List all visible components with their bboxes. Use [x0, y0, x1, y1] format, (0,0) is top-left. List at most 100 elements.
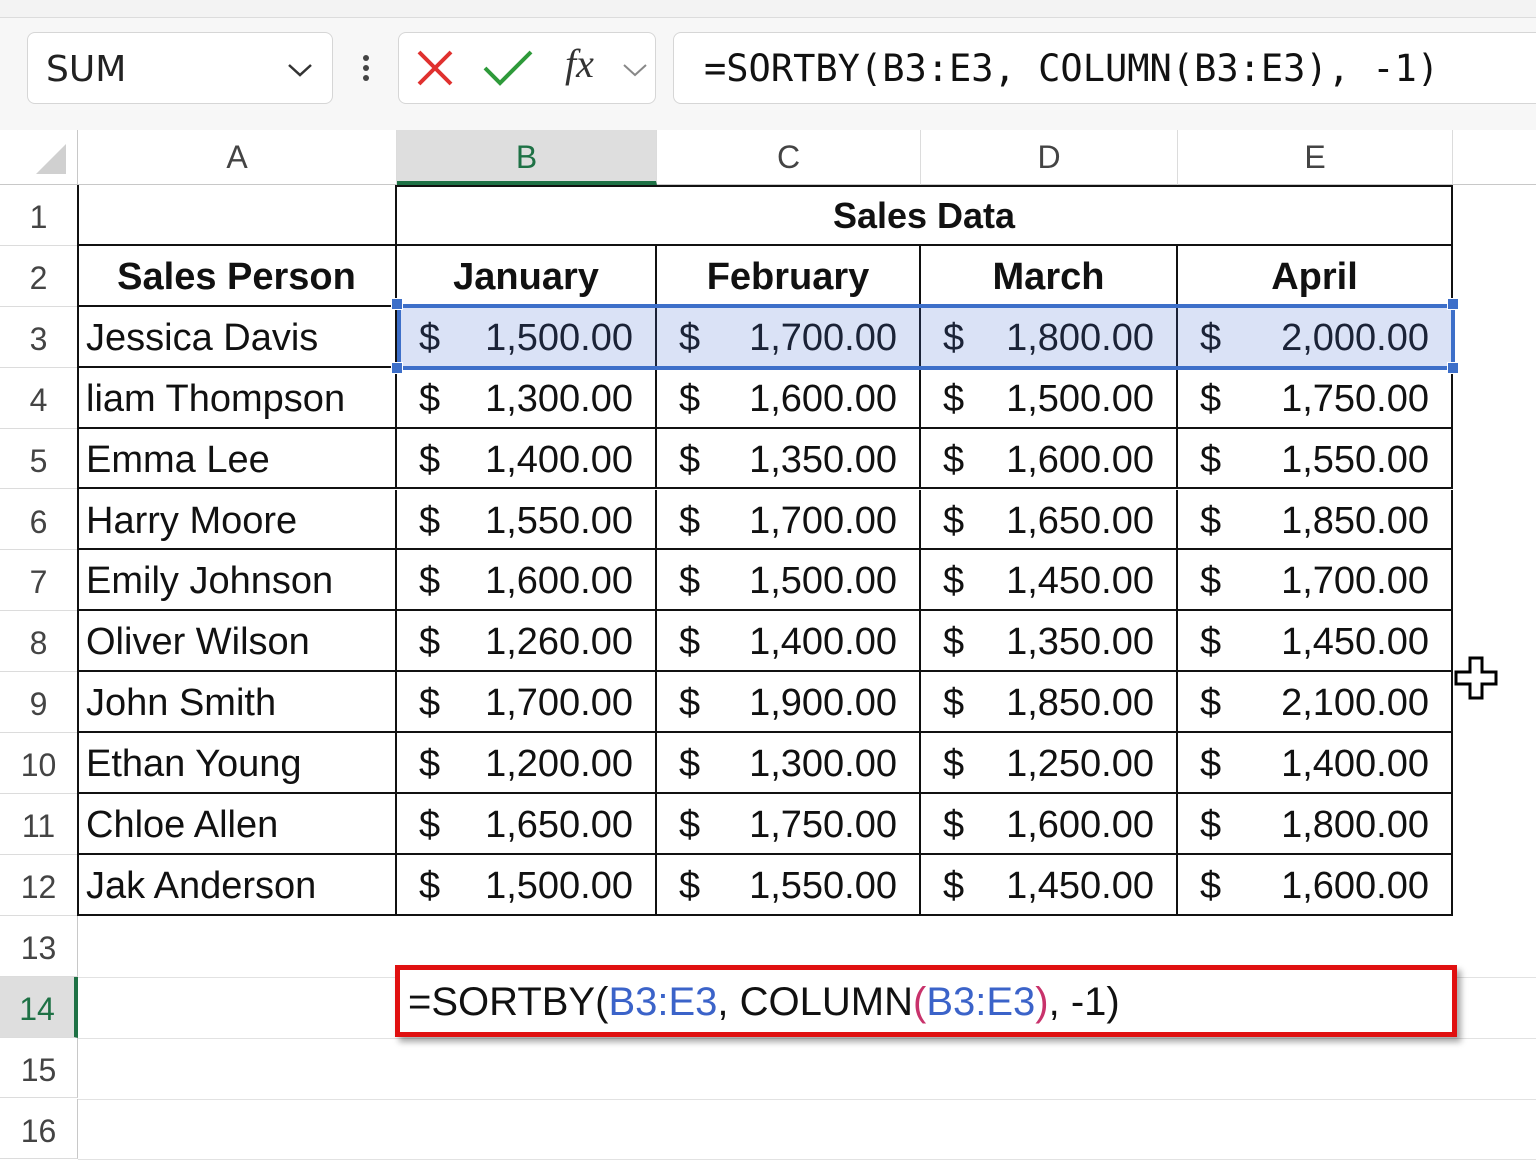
column-header[interactable]: D	[921, 130, 1178, 185]
amount: 1,500.00	[1006, 377, 1154, 420]
table-title[interactable]: Sales Data	[397, 185, 1453, 246]
name-cell[interactable]: Oliver Wilson	[78, 611, 397, 673]
row-header[interactable]: 8	[0, 611, 78, 673]
amount-cell[interactable]: $1,500.00	[657, 550, 921, 612]
row-header[interactable]: 12	[0, 854, 78, 916]
name-cell[interactable]: Ethan Young	[78, 733, 397, 794]
amount-cell[interactable]: $1,200.00	[397, 733, 657, 794]
name-box[interactable]: SUM	[27, 32, 333, 104]
amount-cell[interactable]: $2,000.00	[1178, 306, 1453, 368]
currency-symbol: $	[943, 743, 965, 786]
amount-cell[interactable]: $1,500.00	[397, 854, 657, 916]
amount-cell[interactable]: $1,600.00	[397, 550, 657, 612]
amount-cell[interactable]: $1,600.00	[921, 428, 1178, 490]
row-header[interactable]: 14	[0, 976, 78, 1038]
amount-cell[interactable]: $1,350.00	[921, 611, 1178, 673]
table-header[interactable]: April	[1178, 245, 1453, 307]
table-header[interactable]: March	[921, 245, 1178, 307]
amount-cell[interactable]: $1,700.00	[657, 489, 921, 551]
amount-cell[interactable]: $1,550.00	[397, 489, 657, 551]
amount-cell[interactable]: $1,850.00	[921, 672, 1178, 734]
column-header[interactable]: B	[397, 130, 657, 185]
selection-handle[interactable]	[391, 297, 403, 310]
formula-bar[interactable]: =SORTBY(B3:E3, COLUMN(B3:E3), -1)	[673, 32, 1536, 104]
table-header[interactable]: February	[657, 245, 921, 307]
name-box-dropdown[interactable]	[285, 60, 315, 80]
amount-cell[interactable]: $1,750.00	[1178, 367, 1453, 429]
amount-cell[interactable]: $1,650.00	[397, 794, 657, 855]
select-all[interactable]	[0, 130, 78, 185]
amount-cell[interactable]: $1,700.00	[1178, 550, 1453, 612]
amount-cell[interactable]: $1,550.00	[1178, 428, 1453, 490]
name-cell[interactable]: Emily Johnson	[78, 550, 397, 612]
name-cell[interactable]: Harry Moore	[78, 489, 397, 551]
name-cell[interactable]: Chloe Allen	[78, 794, 397, 855]
amount-cell[interactable]: $1,700.00	[657, 306, 921, 368]
amount-cell[interactable]: $1,260.00	[397, 611, 657, 673]
amount-cell[interactable]: $1,450.00	[921, 854, 1178, 916]
row-header[interactable]: 7	[0, 550, 78, 612]
name-cell[interactable]: Emma Lee	[78, 428, 397, 490]
table-header[interactable]: Sales Person	[78, 245, 397, 307]
row-header[interactable]: 1	[0, 185, 78, 246]
amount-cell[interactable]: $1,600.00	[921, 794, 1178, 855]
selection-handle[interactable]	[1447, 361, 1459, 374]
column-header[interactable]: E	[1178, 130, 1453, 185]
amount-cell[interactable]: $1,750.00	[657, 794, 921, 855]
amount-cell[interactable]: $1,650.00	[921, 489, 1178, 551]
name-cell[interactable]: Jak Anderson	[78, 854, 397, 916]
amount-cell[interactable]: $1,500.00	[921, 367, 1178, 429]
amount: 1,900.00	[749, 682, 897, 725]
amount-cell[interactable]: $1,450.00	[1178, 611, 1453, 673]
cancel-button[interactable]	[415, 48, 455, 88]
amount-cell[interactable]: $1,600.00	[657, 367, 921, 429]
currency-symbol: $	[1200, 804, 1222, 846]
column-header[interactable]: A	[78, 130, 397, 185]
row-header[interactable]: 13	[0, 915, 78, 977]
row-header[interactable]: 3	[0, 306, 78, 368]
amount-cell[interactable]: $1,900.00	[657, 672, 921, 734]
amount: 1,700.00	[1281, 560, 1429, 603]
amount-cell[interactable]: $1,400.00	[1178, 733, 1453, 794]
amount-cell[interactable]: $1,400.00	[657, 611, 921, 673]
amount-cell[interactable]: $1,600.00	[1178, 854, 1453, 916]
amount-cell[interactable]: $1,800.00	[1178, 794, 1453, 855]
amount-cell[interactable]: $1,700.00	[397, 672, 657, 734]
amount-cell[interactable]: $1,550.00	[657, 854, 921, 916]
row-header[interactable]: 2	[0, 245, 78, 307]
amount-cell[interactable]: $1,850.00	[1178, 489, 1453, 551]
row-header[interactable]: 16	[0, 1098, 78, 1160]
table-header[interactable]: January	[397, 245, 657, 307]
name-cell[interactable]: John Smith	[78, 672, 397, 734]
enter-button[interactable]	[482, 48, 534, 88]
name-cell[interactable]: Jessica Davis	[78, 306, 397, 368]
row-header[interactable]: 10	[0, 733, 78, 794]
currency-symbol: $	[679, 560, 701, 603]
amount-cell[interactable]: $1,250.00	[921, 733, 1178, 794]
row-header[interactable]: 6	[0, 489, 78, 551]
currency-symbol: $	[679, 316, 701, 359]
fx-dropdown[interactable]	[620, 60, 650, 80]
selection-handle[interactable]	[391, 361, 403, 374]
row-header[interactable]: 9	[0, 672, 78, 734]
currency-symbol: $	[943, 438, 965, 481]
gridline	[78, 1098, 1536, 1100]
name-cell[interactable]: liam Thompson	[78, 367, 397, 429]
row-header[interactable]: 4	[0, 367, 78, 429]
amount-cell[interactable]: $1,350.00	[657, 428, 921, 490]
amount: 1,450.00	[1006, 560, 1154, 603]
selection-handle[interactable]	[1447, 297, 1459, 310]
formula-cell[interactable]: =SORTBY(B3:E3, COLUMN(B3:E3), -1)	[395, 965, 1457, 1037]
amount-cell[interactable]: $1,300.00	[657, 733, 921, 794]
row-header[interactable]: 11	[0, 794, 78, 855]
currency-symbol: $	[943, 377, 965, 420]
cell[interactable]	[78, 185, 397, 246]
insert-function-button[interactable]: fx	[565, 41, 594, 86]
amount-cell[interactable]: $1,450.00	[921, 550, 1178, 612]
column-header[interactable]: C	[657, 130, 921, 185]
row-header[interactable]: 15	[0, 1037, 78, 1099]
amount-cell[interactable]: $1,400.00	[397, 428, 657, 490]
row-header[interactable]: 5	[0, 428, 78, 490]
amount-cell[interactable]: $1,300.00	[397, 367, 657, 429]
amount-cell[interactable]: $2,100.00	[1178, 672, 1453, 734]
